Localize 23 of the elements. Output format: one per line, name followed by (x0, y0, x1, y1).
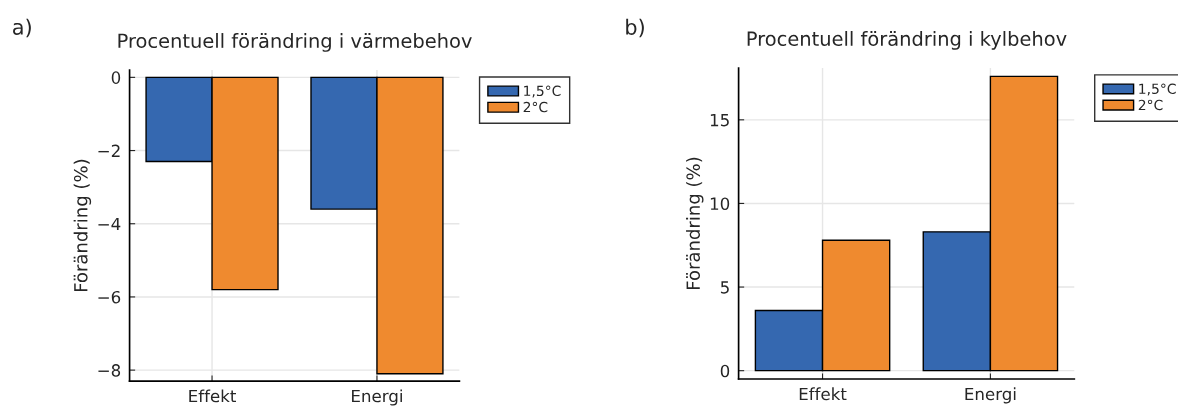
y-tick-label: 0 (111, 71, 121, 84)
y-tick-label: −4 (98, 217, 121, 231)
y-tick-label: −2 (98, 144, 120, 157)
chart-title: Procentuell förändring i kylbehov (747, 30, 1067, 50)
x-tick-label: Energi (352, 389, 402, 406)
x-tick-label: Effekt (189, 389, 236, 403)
y-axis-title: Förändring (%) (686, 157, 704, 289)
legend-label: 2°C (523, 101, 548, 113)
y-tick-label: 15 (710, 114, 729, 127)
legend-label: 2°C (1138, 99, 1163, 111)
chart-title: Procentuell förändring i värmebehov (118, 33, 472, 52)
y-tick-label: 5 (720, 281, 729, 294)
legend-label: 1,5°C (1139, 83, 1176, 96)
x-tick-label: Energi (965, 387, 1016, 404)
text: a) (13, 18, 31, 38)
y-tick-label: 10 (710, 197, 730, 211)
text: b) (626, 18, 644, 38)
legend-label: 1,5°C (524, 85, 561, 98)
x-tick-label: Effekt (799, 387, 847, 401)
y-tick-label: −8 (98, 364, 121, 377)
y-tick-label: −6 (98, 290, 121, 304)
y-tick-label: 0 (720, 364, 730, 378)
y-axis-title: Förändring (%) (73, 159, 92, 292)
